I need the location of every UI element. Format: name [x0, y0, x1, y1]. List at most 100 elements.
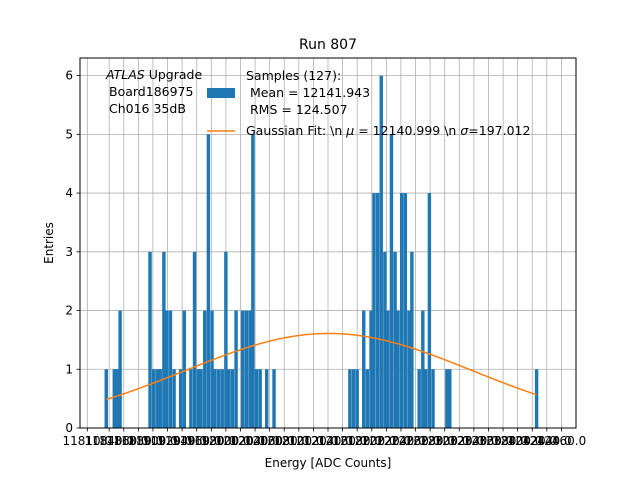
annotation-line-1: ATLAS Upgrade: [105, 67, 202, 82]
atlas-annotation: ATLAS Upgrade Board186975 Ch016 35dB: [105, 67, 202, 116]
y-tick-label: 3: [65, 245, 73, 259]
y-axis-ticks: 0 1 2 3 4 5 6: [65, 69, 80, 435]
histogram-bar: [155, 369, 160, 428]
histogram-bar: [372, 193, 376, 428]
legend-hist-mean: Mean = 12141.943: [250, 85, 370, 100]
legend-fit-mu-value: = 12140.999 \n: [354, 123, 460, 138]
histogram-bar: [112, 369, 116, 428]
y-tick-label: 5: [65, 127, 73, 141]
histogram-bar: [399, 193, 404, 428]
histogram-bar: [192, 251, 197, 428]
chart-title: Run 807: [299, 37, 357, 53]
histogram-bar: [230, 369, 235, 428]
histogram-bars: [104, 75, 539, 428]
histogram-bar: [272, 369, 276, 428]
x-tick-label: 11980.0: [186, 434, 236, 448]
histogram-bar: [386, 310, 390, 428]
x-tick-label: 12360.0: [464, 434, 514, 448]
histogram-bar: [165, 310, 169, 428]
x-tick-label: 12240.0: [376, 434, 426, 448]
annotation-line-3: Ch016 35dB: [109, 101, 186, 116]
gaussian-fit-curve: [106, 332, 537, 401]
x-tick-label: 11840.0: [84, 434, 134, 448]
histogram-bar: [445, 369, 449, 428]
x-tick-label: 12460.0: [537, 434, 587, 448]
x-tick-label: 12160.0: [318, 434, 368, 448]
histogram-bar: [393, 251, 397, 428]
x-tick-label: 12060.0: [245, 434, 295, 448]
histogram-bar: [375, 193, 380, 428]
legend-fit-sigma-value: =197.012: [468, 123, 530, 138]
x-tick-label: 12340.0: [449, 434, 499, 448]
histogram-bar: [407, 310, 411, 428]
x-tick-label: 12440.0: [522, 434, 572, 448]
histogram-bar: [196, 369, 200, 428]
legend-hist-rms: RMS = 124.507: [250, 102, 348, 117]
x-tick-label: 12100.0: [274, 434, 324, 448]
histogram-bar: [348, 369, 352, 428]
histogram-bar: [220, 369, 224, 428]
histogram-bar: [104, 369, 108, 428]
histogram-bar: [362, 310, 366, 428]
x-tick-label: 12180.0: [332, 434, 382, 448]
upgrade-label: Upgrade: [145, 67, 203, 82]
histogram-bar: [151, 369, 156, 428]
histogram-bar: [118, 310, 122, 428]
y-tick-label: 2: [65, 304, 73, 318]
histogram-bar: [216, 369, 221, 428]
y-tick-label: 6: [65, 69, 73, 83]
x-tick-label: 12120.0: [289, 434, 339, 448]
legend-fit-mu: μ: [345, 123, 354, 138]
histogram-bar: [227, 369, 231, 428]
y-tick-label: 1: [65, 362, 73, 376]
x-tick-label: 11860.0: [99, 434, 149, 448]
histogram-bar: [234, 310, 238, 428]
legend-fit-prefix: Gaussian Fit: \n: [246, 123, 346, 138]
histogram-bar: [224, 251, 228, 428]
histogram-bar: [182, 310, 187, 428]
x-tick-label: 11960.0: [172, 434, 222, 448]
histogram-bar: [369, 310, 373, 428]
histogram-bar: [431, 369, 435, 428]
histogram-bar: [379, 75, 383, 428]
x-tick-label: 12280.0: [405, 434, 455, 448]
fit-line: [106, 332, 537, 401]
histogram-bar: [355, 369, 359, 428]
histogram-bar: [148, 251, 152, 428]
histogram-bar: [258, 369, 262, 428]
legend: Samples (127): Mean = 12141.943 RMS = 12…: [207, 68, 530, 138]
x-tick-label: 12140.0: [303, 434, 353, 448]
histogram-bar: [115, 369, 119, 428]
x-tick-label: 11810.0: [62, 434, 112, 448]
x-axis-ticks: 11810.011840.011860.011880.011900.011920…: [62, 428, 586, 448]
y-tick-label: 4: [65, 186, 73, 200]
x-tick-label: 11920.0: [143, 434, 193, 448]
x-tick-label: 12020.0: [216, 434, 266, 448]
x-tick-label: 12300.0: [420, 434, 470, 448]
histogram-bar: [396, 310, 400, 428]
histogram-bar: [206, 134, 211, 428]
histogram-bar: [251, 134, 255, 428]
x-tick-label: 12320.0: [434, 434, 484, 448]
atlas-label: ATLAS: [105, 67, 145, 82]
histogram-bar: [365, 369, 370, 428]
x-tick-label: 12040.0: [230, 434, 280, 448]
histogram-bar: [421, 310, 425, 428]
histogram-bar: [244, 310, 249, 428]
histogram-bar: [189, 369, 193, 428]
histogram-bar: [213, 369, 217, 428]
histogram-bar: [172, 369, 176, 428]
x-axis-label: Energy [ADC Counts]: [265, 456, 392, 470]
histogram-bar: [424, 369, 428, 428]
histogram-bar: [448, 369, 452, 428]
legend-hist-label: Samples (127):: [246, 68, 341, 83]
x-tick-label: 11940.0: [157, 434, 207, 448]
y-axis-label: Entries: [42, 222, 56, 264]
histogram-bar: [427, 193, 432, 428]
x-tick-label: 12220.0: [362, 434, 412, 448]
histogram-bar: [168, 310, 173, 428]
legend-bar-swatch: [207, 88, 235, 98]
y-tick-label: 0: [65, 421, 73, 435]
histogram-bar: [203, 310, 207, 428]
